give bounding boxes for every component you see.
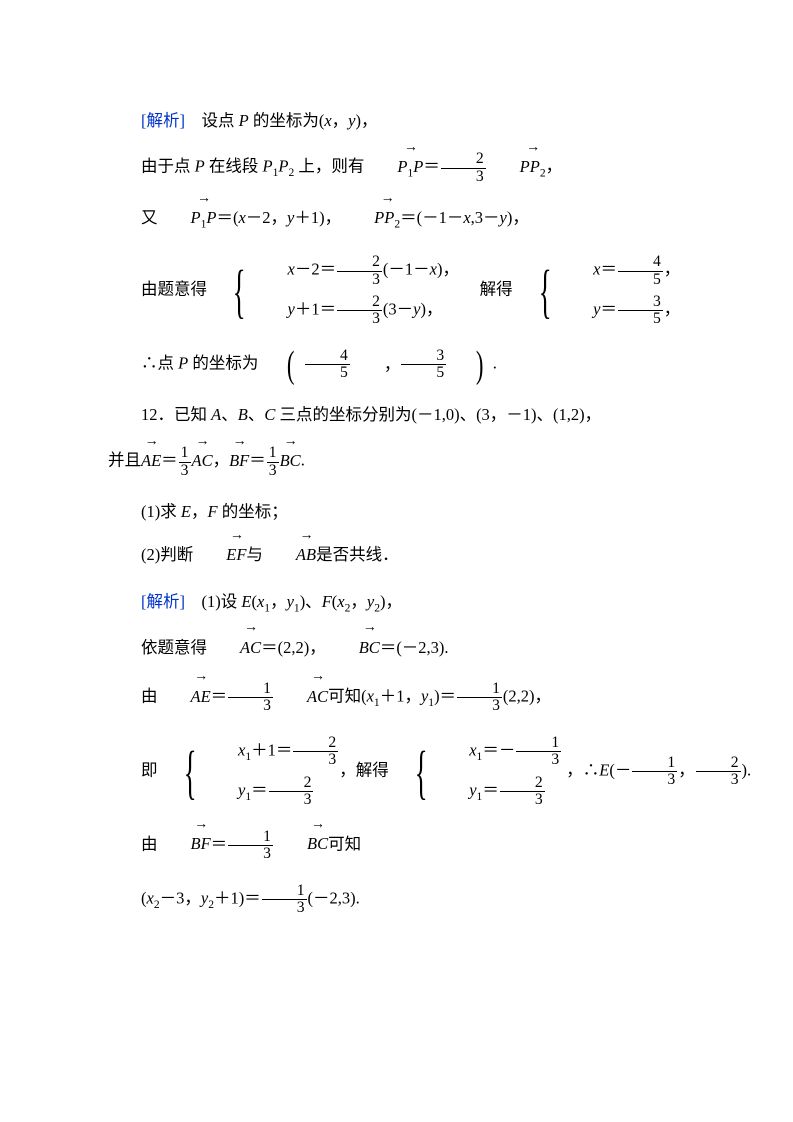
subq-2: (2)判断→EF与→AB是否共线．: [108, 542, 733, 568]
big-paren-1: (45，35): [258, 348, 492, 382]
subq-1: (1)求 E，F 的坐标；: [108, 499, 733, 525]
line-14: 由→BF＝13→BC可知: [108, 829, 733, 863]
fraction-2-3: 23: [441, 151, 486, 185]
vector-BC-2: →BC: [326, 635, 380, 661]
line-4-system: 由题意得{ x－2＝23(－1－x)， y＋1＝23(3－y)， 解得{ x＝4…: [108, 254, 733, 328]
math-solution-page: [解析] 设点 P 的坐标为(x，y)， 由于点 P 在线段 P1P2 上，则有…: [0, 0, 793, 1122]
vector-BC-3: →BC: [274, 831, 328, 857]
brace-4: { x1＝－13 y1＝23: [389, 735, 562, 809]
brace-3: { x1＋1＝23 y1＝23: [158, 735, 340, 809]
vector-P1P-b: →P1P: [158, 205, 217, 234]
vector-AC-3: →AC: [274, 684, 328, 710]
vector-PP2-b: →PP2: [341, 205, 400, 234]
analysis-line-1: [解析] 设点 P 的坐标为(x，y)，: [108, 108, 733, 134]
line-11: 依题意得→AC＝(2,2)，→BC＝(－2,3).: [108, 635, 733, 661]
line-12: 由→AE＝13→AC可知(x1＋1，y1)＝13(2,2)，: [108, 681, 733, 715]
analysis-label-2: [解析]: [141, 592, 185, 611]
vector-AC-2: →AC: [207, 635, 261, 661]
brace-left-1: { x－2＝23(－1－x)， y＋1＝23(3－y)，: [207, 254, 459, 328]
vector-BC: →BC: [280, 448, 301, 474]
vector-AC: →AC: [192, 448, 213, 474]
vector-BF-2: →BF: [158, 831, 211, 857]
vector-PP2: →PP2: [487, 154, 546, 183]
vector-AE: →AE: [141, 448, 161, 474]
line-2: 由于点 P 在线段 P1P2 上，则有→P1P＝23→PP2，: [108, 151, 733, 185]
vector-AE-2: →AE: [158, 684, 211, 710]
vector-EF: →EF: [193, 542, 246, 568]
brace-left-2: { x＝45， y＝35，: [513, 254, 681, 328]
analysis-label: [解析]: [141, 111, 185, 130]
vector-AB: →AB: [263, 542, 316, 568]
vector-BF: →BF: [229, 448, 249, 474]
analysis-2: [解析] (1)设 E(x1，y1)、F(x2，y2)，: [108, 589, 733, 618]
line-5: ∴点 P 的坐标为(45，35).: [108, 348, 733, 382]
line-13-system: 即{ x1＋1＝23 y1＝23 ，解得{ x1＝－13 y1＝23 ，∴E(－…: [108, 735, 733, 809]
problem-12: 12．已知 A、B、C 三点的坐标分别为(－1,0)、(3，－1)、(1,2)，: [108, 402, 733, 428]
line-15: (x2－3，y2＋1)＝13(－2,3).: [108, 883, 733, 917]
line-7: 并且→AE＝13→AC，→BF＝13→BC.: [108, 445, 733, 479]
vector-P1P: →P1P: [364, 154, 423, 183]
line-3: 又→P1P＝(x－2，y＋1)，→PP2＝(－1－x,3－y)，: [108, 205, 733, 234]
